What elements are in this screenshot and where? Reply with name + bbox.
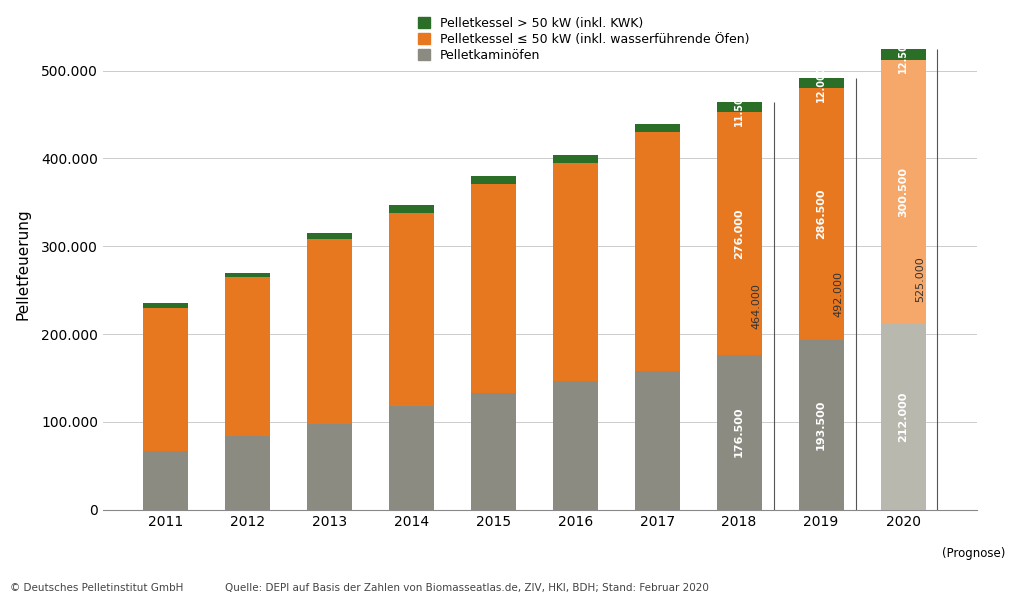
Bar [142, 303, 187, 308]
Text: 11.500: 11.500 [734, 89, 744, 126]
Bar [717, 103, 762, 112]
Bar [635, 371, 680, 510]
Bar [635, 132, 680, 371]
Bar [717, 112, 762, 355]
Bar [306, 239, 352, 424]
Text: 464.000: 464.000 [752, 283, 761, 329]
Bar [553, 163, 598, 381]
Bar [799, 77, 844, 88]
Bar [142, 451, 187, 510]
Text: 492.000: 492.000 [834, 271, 844, 316]
Text: 176.500: 176.500 [734, 407, 744, 458]
Text: 525.000: 525.000 [915, 256, 926, 302]
Bar [717, 355, 762, 510]
Y-axis label: Pelletfeuerung: Pelletfeuerung [15, 208, 30, 319]
Bar [471, 176, 516, 184]
Bar [224, 272, 269, 277]
Bar [553, 155, 598, 163]
Text: 12.000: 12.000 [816, 64, 826, 102]
Bar [389, 406, 434, 510]
Text: © Deutsches Pelletinstitut GmbH: © Deutsches Pelletinstitut GmbH [10, 583, 183, 593]
Bar [224, 277, 269, 436]
Bar [142, 308, 187, 451]
Bar [224, 436, 269, 510]
Bar [389, 213, 434, 406]
Bar [471, 184, 516, 393]
Bar [881, 324, 926, 510]
Text: (Prognose): (Prognose) [942, 547, 1006, 560]
Bar [881, 60, 926, 324]
Text: 286.500: 286.500 [816, 189, 826, 239]
Bar [306, 233, 352, 239]
Text: 193.500: 193.500 [816, 399, 826, 450]
Text: 212.000: 212.000 [898, 392, 908, 442]
Bar [306, 424, 352, 510]
Legend: Pelletkessel > 50 kW (inkl. KWK), Pelletkessel ≤ 50 kW (inkl. wasserführende Öfe: Pelletkessel > 50 kW (inkl. KWK), Pellet… [415, 14, 753, 64]
Bar [389, 205, 434, 213]
Bar [635, 124, 680, 132]
Text: 276.000: 276.000 [734, 208, 744, 259]
Bar [881, 49, 926, 60]
Text: 300.500: 300.500 [898, 167, 908, 216]
Text: 12.500: 12.500 [898, 35, 908, 73]
Bar [799, 340, 844, 510]
Bar [471, 393, 516, 510]
Text: Quelle: DEPI auf Basis der Zahlen von Biomasseatlas.de, ZIV, HKI, BDH; Stand: Fe: Quelle: DEPI auf Basis der Zahlen von Bi… [225, 583, 710, 593]
Bar [799, 88, 844, 340]
Bar [553, 381, 598, 510]
